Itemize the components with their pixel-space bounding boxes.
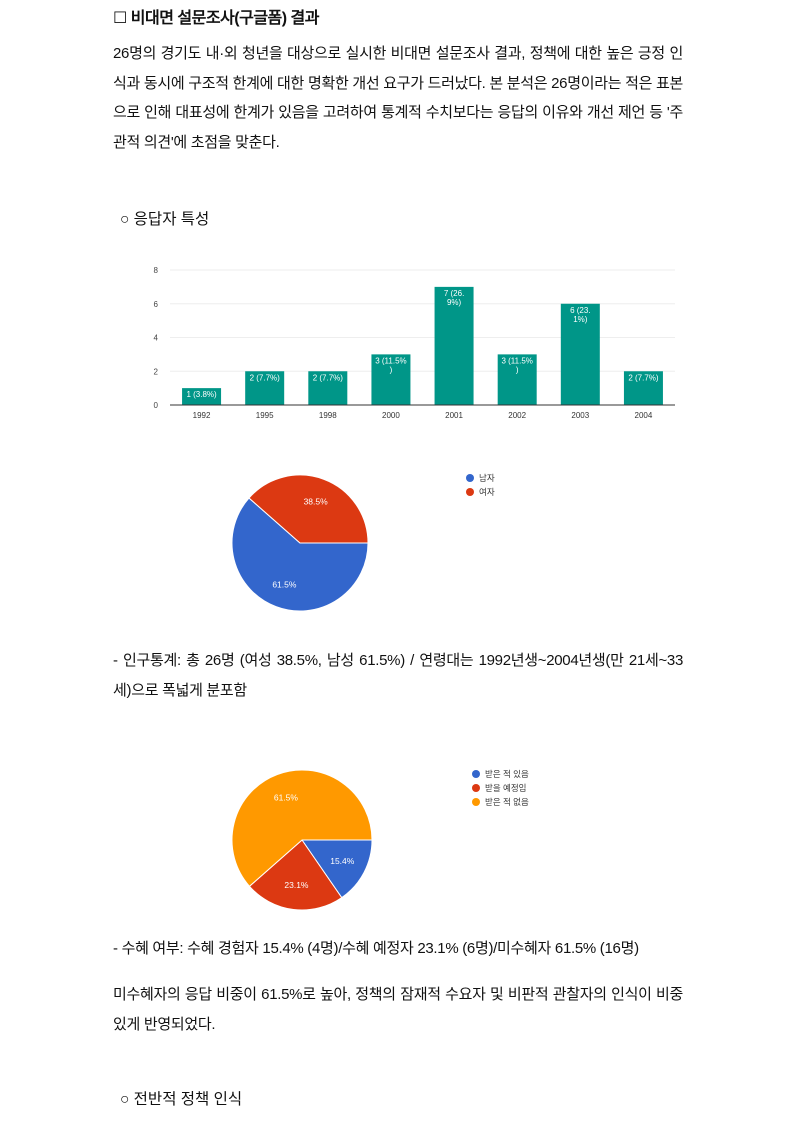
y-tick-label: 2: [154, 367, 159, 376]
x-tick-label: 2002: [508, 411, 526, 420]
bar: [308, 371, 348, 405]
bar: [245, 371, 285, 405]
bar: [371, 354, 411, 405]
y-tick-label: 6: [154, 300, 159, 309]
pie-data-label: 38.5%: [304, 497, 329, 507]
legend-item: 받은 적 있음: [472, 767, 529, 781]
bar-data-label: 1%): [573, 315, 588, 324]
pie-slice: [231, 497, 369, 612]
bar-data-label: 3 (11.5%: [375, 356, 406, 365]
x-tick-label: 2001: [445, 411, 463, 420]
demographics-text: - 인구통계: 총 26명 (여성 38.5%, 남성 61.5%) / 연령대…: [113, 652, 683, 699]
pie-data-label: 61.5%: [272, 579, 297, 589]
legend-item: 받은 적 없음: [472, 795, 529, 809]
benefit-analysis-paragraph: 미수혜자의 응답 비중이 61.5%로 높아, 정책의 잠재적 수요자 및 비판…: [113, 986, 683, 1033]
section-heading: ☐ 비대면 설문조사(구글폼) 결과: [113, 10, 319, 27]
pie-slice: [248, 839, 343, 911]
bar: [497, 354, 537, 405]
pie-data-label: 61.5%: [274, 792, 299, 802]
bar-data-label: 7 (26.: [444, 289, 464, 298]
legend-dot-icon: [466, 488, 474, 496]
intro-paragraph: 26명의 경기도 내·외 청년을 대상으로 실시한 비대면 설문조사 결과, 정…: [113, 45, 683, 151]
benefit-status-text: - 수혜 여부: 수혜 경험자 15.4% (4명)/수혜 예정자 23.1% …: [113, 940, 639, 957]
pie-data-label: 23.1%: [284, 880, 309, 890]
legend-dot-icon: [472, 798, 480, 806]
legend-label: 남자: [479, 473, 495, 483]
legend-item: 여자: [466, 485, 495, 499]
pie-slice: [231, 769, 373, 887]
legend-item: 받을 예정임: [472, 781, 529, 795]
bar: [182, 388, 222, 405]
legend-label: 받은 적 있음: [485, 769, 529, 779]
legend-label: 받을 예정임: [485, 783, 527, 793]
bar-data-label: 2 (7.7%): [250, 373, 281, 382]
legend-item: 남자: [466, 471, 495, 485]
bar-data-label: 3 (11.5%: [501, 356, 532, 365]
benefit-pie-chart: 15.4% 23.1% 61.5%: [231, 769, 373, 911]
bar-data-label: 1 (3.8%): [186, 390, 217, 399]
legend-dot-icon: [472, 784, 480, 792]
bar: [560, 303, 600, 405]
section-overall-perception: ○ 전반적 정책 인식: [120, 1091, 243, 1108]
x-tick-label: 1992: [193, 411, 211, 420]
x-tick-label: 2003: [571, 411, 589, 420]
y-tick-label: 8: [154, 266, 159, 275]
bar: [623, 371, 663, 405]
x-tick-label: 2000: [382, 411, 400, 420]
legend-dot-icon: [466, 474, 474, 482]
legend-dot-icon: [472, 770, 480, 778]
x-tick-label: 1998: [319, 411, 337, 420]
y-tick-label: 0: [154, 401, 159, 410]
legend-label: 여자: [479, 487, 495, 497]
bar-data-label: ): [390, 365, 393, 374]
y-tick-label: 4: [154, 334, 159, 343]
x-tick-label: 2004: [635, 411, 653, 420]
bar-data-label: ): [516, 365, 519, 374]
bar-data-label: 2 (7.7%): [628, 373, 659, 382]
bar: [434, 286, 474, 405]
birth-year-bar-chart: 0 2 4 6 8 1 (3.8%) 1992 2 (7.7%) 1995 2 (7.7%) 199…: [154, 266, 675, 420]
x-tick-label: 1995: [256, 411, 274, 420]
pie-slice: [248, 474, 369, 544]
bar-data-label: 2 (7.7%): [313, 373, 344, 382]
pie-data-label: 15.4%: [330, 856, 355, 866]
section-respondent-characteristics: ○ 응답자 특성: [120, 211, 210, 228]
pie-slice: [301, 839, 373, 899]
bar-data-label: 9%): [447, 298, 462, 307]
legend-label: 받은 적 없음: [485, 797, 529, 807]
bar-data-label: 6 (23.: [570, 306, 590, 315]
gender-pie-chart: 61.5% 38.5%: [231, 474, 369, 612]
